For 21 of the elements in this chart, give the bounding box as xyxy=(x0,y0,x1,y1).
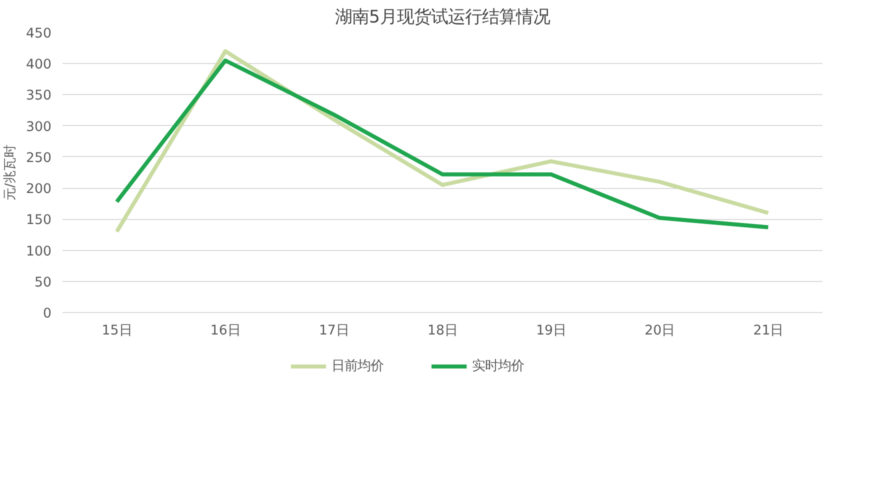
y-tick-label: 0 xyxy=(43,306,52,322)
y-tick-label: 50 xyxy=(34,275,52,290)
y-tick-label: 450 xyxy=(26,26,52,42)
x-tick-label: 18日 xyxy=(428,324,458,338)
y-tick-label: 400 xyxy=(26,58,52,73)
x-tick-label: 15日 xyxy=(102,324,132,338)
x-tick-label: 20日 xyxy=(644,324,675,338)
y-tick-label: 350 xyxy=(26,88,52,104)
x-tick-label: 19日 xyxy=(536,324,566,338)
x-tick-label: 21日 xyxy=(753,324,784,338)
y-tick-label: 200 xyxy=(26,182,52,198)
chart-title: 湖南5月现货试运行结算情况 xyxy=(334,8,550,28)
y-tick-label: 250 xyxy=(26,150,52,166)
x-tick-label: 17日 xyxy=(318,324,349,338)
y-tick-label: 150 xyxy=(26,213,52,228)
y-tick-label: 100 xyxy=(26,244,52,260)
y-tick-label: 300 xyxy=(26,120,52,135)
x-tick-label: 16日 xyxy=(210,324,240,338)
legend-label: 日前均价 xyxy=(331,359,384,374)
legend-label: 实时均价 xyxy=(472,359,524,374)
y-axis-title: 元/兆瓦时 xyxy=(3,144,18,201)
